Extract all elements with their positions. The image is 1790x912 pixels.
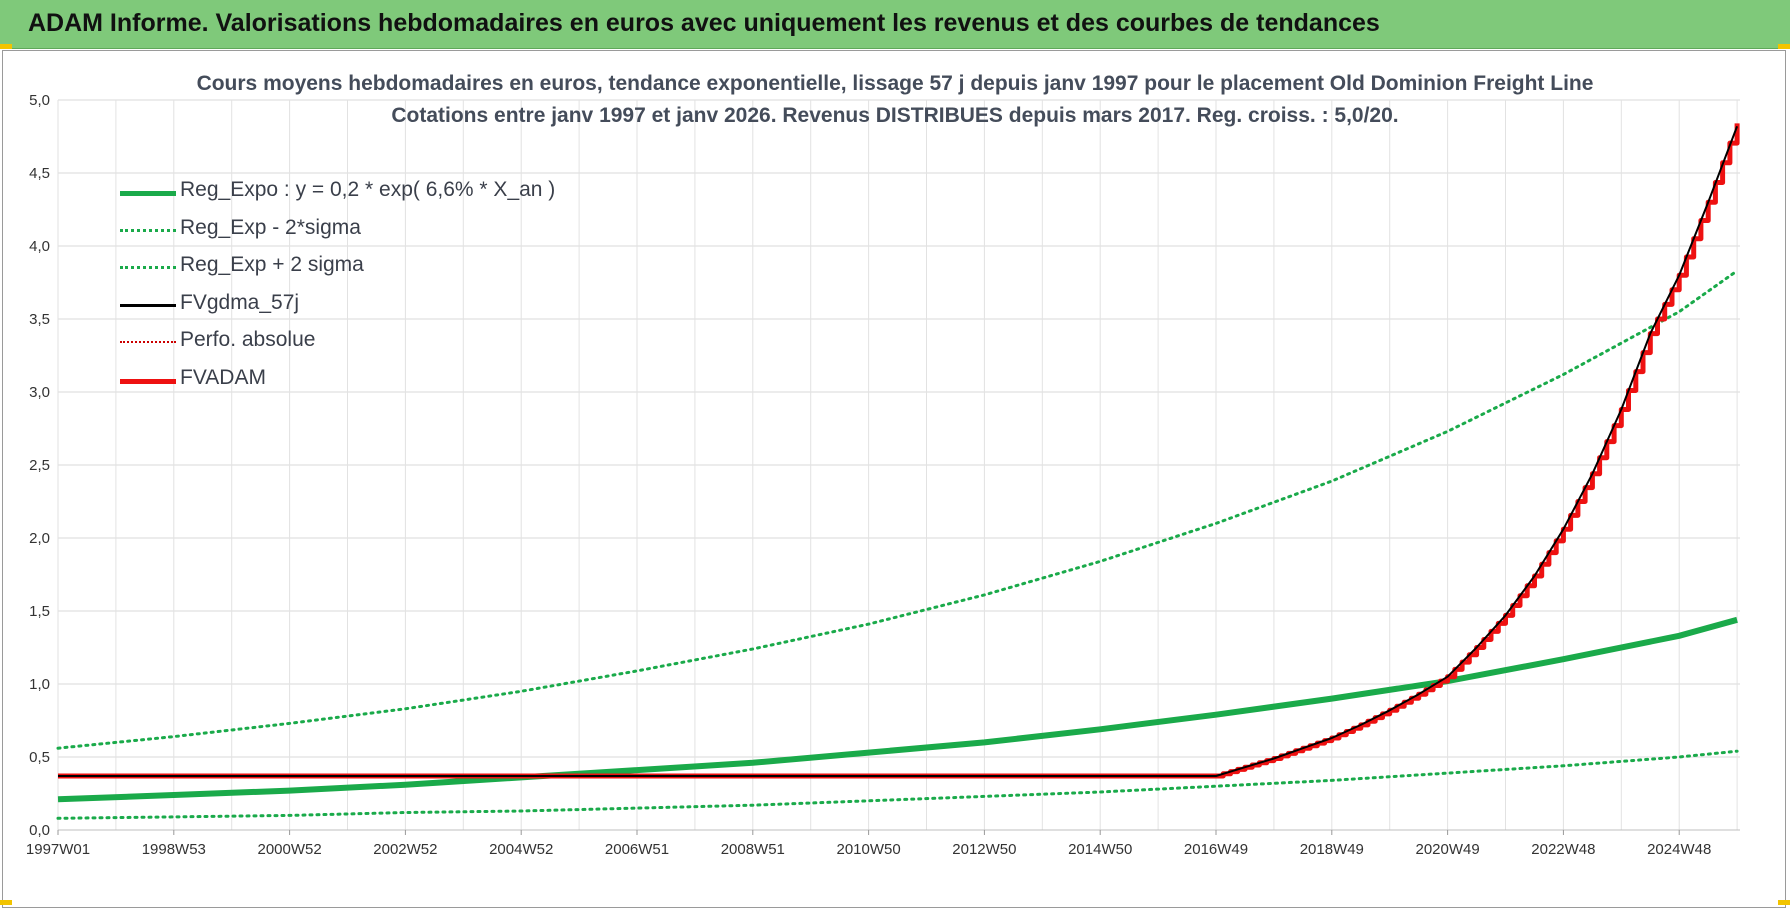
x-tick-label: 2000W52 [257,841,321,858]
x-tick-label: 2014W50 [1068,841,1132,858]
corner-mark-bottom-left [0,900,12,905]
y-tick-label: 2,0 [29,530,50,547]
x-tick-label: 1998W53 [142,841,206,858]
series-fvgdma-57j [58,125,1739,777]
banner-title: ADAM Informe. Valorisations hebdomadaire… [28,9,1380,37]
series-reg-expo [57,616,1738,803]
x-tick-label: 2020W49 [1415,841,1479,858]
x-tick-label: 2018W49 [1300,841,1364,858]
y-tick-label: 3,0 [29,384,50,401]
chart-subtitle: Cotations entre janv 1997 et janv 2026. … [391,104,1399,127]
y-tick-label: 0,5 [29,749,50,766]
legend-swatch-reg-exp-plus [120,266,176,269]
legend-swatch-reg-exp-minus [120,228,176,232]
legend-label-perfo-absolue: Perfo. absolue [180,328,316,351]
corner-mark-bottom-right [1778,900,1790,905]
x-tick-label: 2024W48 [1647,841,1711,858]
y-tick-label: 3,5 [29,311,50,328]
legend-swatch-fvgdma [120,303,176,307]
legend-swatch-fvadam [120,378,176,384]
legend-label-fvgdma: FVgdma_57j [180,290,300,314]
chart-title: Cours moyens hebdomadaires en euros, ten… [196,72,1594,95]
legend-label-reg-exp-plus: Reg_Exp + 2 sigma [180,253,364,276]
x-tick-label: 2012W50 [952,841,1016,858]
x-tick-label: 2022W48 [1531,841,1595,858]
legend-swatch-perfo-absolue [120,341,176,343]
y-tick-label: 1,5 [29,603,50,620]
legend-label-reg-expo: Reg_Expo : y = 0,2 * exp( 6,6% * X_an ) [180,178,556,201]
corner-mark-top-right [1778,44,1790,49]
y-tick-label: 4,5 [29,165,50,182]
y-tick-label: 2,5 [29,457,50,474]
x-tick-label: 2006W51 [605,841,669,858]
legend-label-fvadam: FVADAM [180,365,266,389]
y-tick-label: 5,0 [29,92,50,109]
legend-label-reg-exp-minus: Reg_Exp - 2*sigma [180,215,361,239]
x-tick-label: 2008W51 [721,841,785,858]
x-tick-label: 2002W52 [373,841,437,858]
legend-swatch-reg-expo [120,191,176,196]
y-tick-label: 0,0 [29,822,50,839]
y-tick-label: 1,0 [29,676,50,693]
x-tick-label: 1997W01 [26,841,90,858]
series-fvadam [58,123,1740,779]
x-tick-label: 2016W49 [1184,841,1248,858]
corner-mark-top-left [0,44,12,49]
banner: ADAM Informe. Valorisations hebdomadaire… [0,0,1790,49]
series-reg-exp-minus-2sigma [56,749,1739,820]
x-tick-label: 2004W52 [489,841,553,858]
y-tick-label: 4,0 [29,238,50,255]
chart-frame [2,50,1786,908]
x-tick-label: 2010W50 [836,841,900,858]
